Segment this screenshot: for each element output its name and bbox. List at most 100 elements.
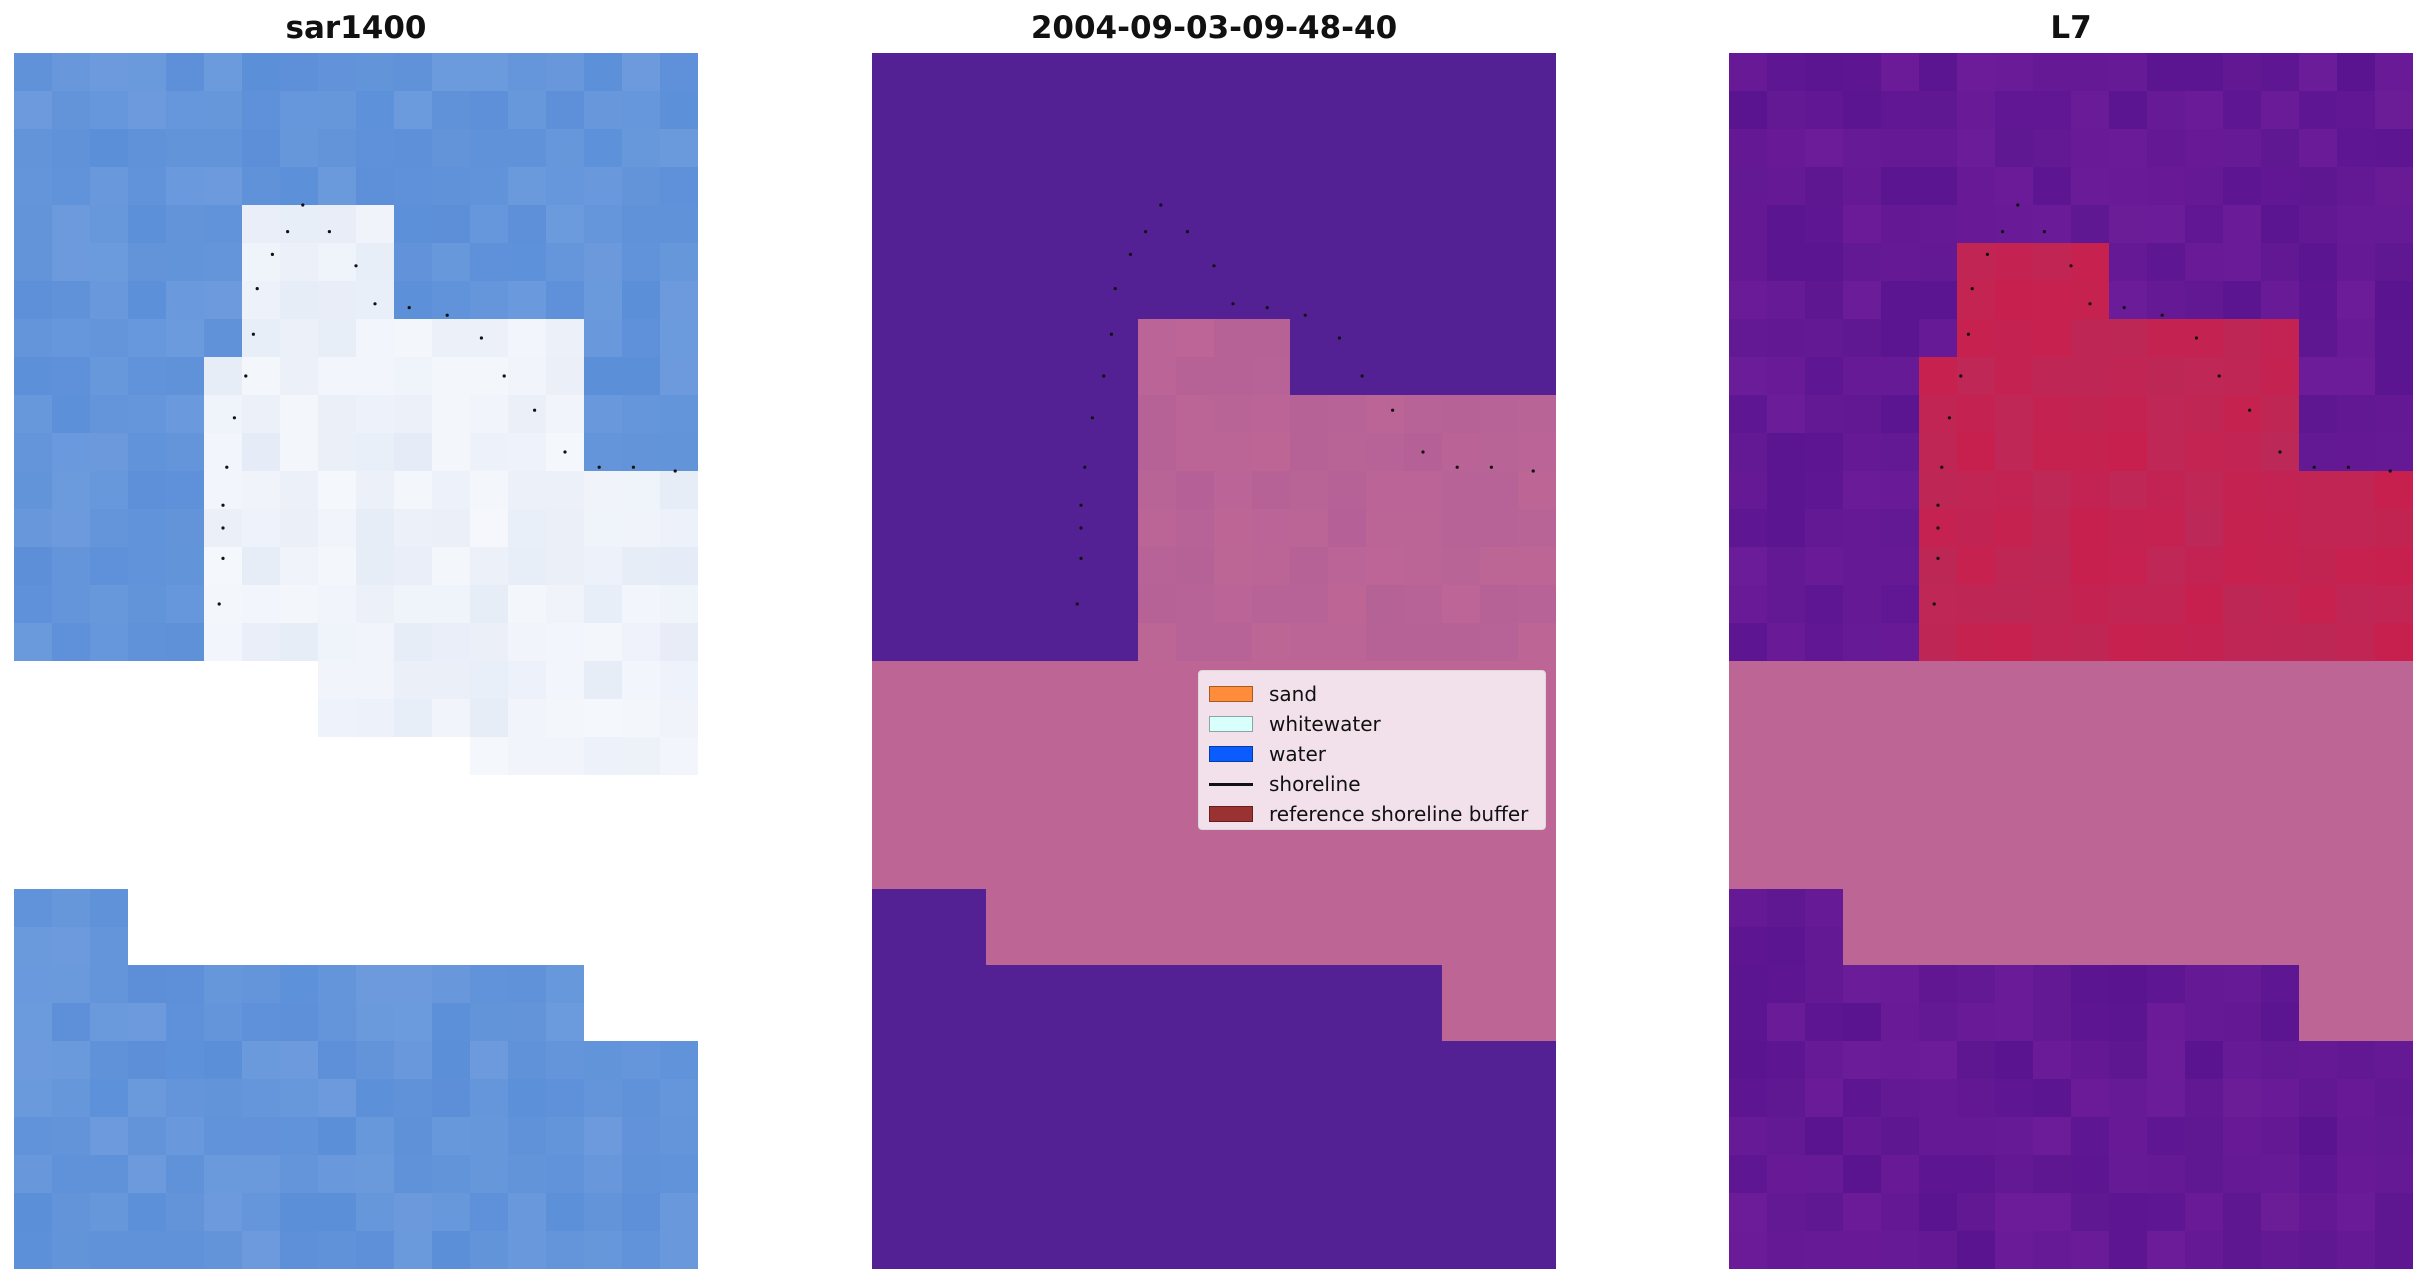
l7-pixel bbox=[1767, 547, 1806, 586]
l7-pixel bbox=[1919, 1155, 1958, 1194]
l7-pixel bbox=[1767, 167, 1806, 206]
l7-pixel bbox=[2375, 775, 2413, 814]
class-pixel bbox=[1404, 1155, 1443, 1194]
class-pixel bbox=[1100, 471, 1139, 510]
l7-pixel bbox=[1805, 1155, 1844, 1194]
l7-pixel bbox=[2223, 737, 2262, 776]
pixel bbox=[508, 699, 547, 738]
l7-pixel bbox=[2147, 205, 2186, 244]
class-pixel bbox=[1252, 851, 1291, 890]
pixel bbox=[622, 205, 661, 244]
l7-pixel bbox=[1995, 129, 2034, 168]
pixel bbox=[584, 395, 623, 434]
l7-pixel bbox=[1805, 243, 1844, 282]
l7-pixel bbox=[1729, 205, 1768, 244]
class-pixel bbox=[986, 205, 1025, 244]
l7-pixel bbox=[1957, 471, 1996, 510]
class-pixel bbox=[1252, 889, 1291, 928]
pixel bbox=[166, 1041, 205, 1080]
l7-pixel bbox=[1919, 547, 1958, 586]
nodata-pixel bbox=[546, 927, 585, 966]
nodata-pixel bbox=[584, 965, 623, 1004]
class-pixel bbox=[1328, 547, 1367, 586]
pixel bbox=[508, 1003, 547, 1042]
l7-pixel bbox=[2261, 205, 2300, 244]
class-pixel bbox=[1176, 547, 1215, 586]
nodata-pixel bbox=[432, 775, 471, 814]
l7-pixel bbox=[1843, 1117, 1882, 1156]
l7-pixel bbox=[2223, 1231, 2262, 1269]
pixel bbox=[280, 91, 319, 130]
shoreline-point bbox=[1936, 556, 1940, 560]
pixel bbox=[470, 1193, 509, 1232]
l7-pixel bbox=[2375, 889, 2413, 928]
l7-pixel bbox=[2299, 927, 2338, 966]
l7-pixel bbox=[2071, 889, 2110, 928]
pixel bbox=[622, 1079, 661, 1118]
class-pixel bbox=[1214, 1079, 1253, 1118]
shoreline-point bbox=[479, 336, 483, 340]
l7-pixel bbox=[1767, 395, 1806, 434]
class-pixel bbox=[1024, 623, 1063, 662]
class-pixel bbox=[1024, 547, 1063, 586]
l7-pixel bbox=[1995, 585, 2034, 624]
l7-pixel bbox=[2185, 1003, 2224, 1042]
l7-pixel bbox=[2223, 699, 2262, 738]
l7-pixel bbox=[1919, 357, 1958, 396]
pixel bbox=[166, 91, 205, 130]
class-pixel bbox=[1062, 53, 1101, 92]
pixel bbox=[470, 1231, 509, 1269]
pixel bbox=[128, 1041, 167, 1080]
pixel bbox=[318, 699, 357, 738]
pixel bbox=[166, 1003, 205, 1042]
pixel bbox=[660, 1193, 698, 1232]
pixel bbox=[508, 471, 547, 510]
l7-pixel bbox=[2185, 243, 2224, 282]
pixel bbox=[660, 319, 698, 358]
pixel bbox=[128, 319, 167, 358]
pixel bbox=[394, 1117, 433, 1156]
l7-pixel bbox=[1919, 129, 1958, 168]
l7-pixel bbox=[2185, 585, 2224, 624]
pixel bbox=[546, 357, 585, 396]
class-pixel bbox=[948, 1079, 987, 1118]
pixel bbox=[90, 547, 129, 586]
pixel bbox=[432, 281, 471, 320]
pixel bbox=[128, 167, 167, 206]
class-pixel bbox=[1100, 319, 1139, 358]
nodata-pixel bbox=[204, 661, 243, 700]
l7-pixel bbox=[2261, 851, 2300, 890]
pixel bbox=[432, 243, 471, 282]
l7-pixel bbox=[1843, 1155, 1882, 1194]
l7-pixel bbox=[2185, 965, 2224, 1004]
class-pixel bbox=[1366, 1079, 1405, 1118]
l7-pixel bbox=[2299, 699, 2338, 738]
pixel bbox=[128, 585, 167, 624]
shoreline-point bbox=[2016, 203, 2020, 207]
pixel bbox=[280, 1193, 319, 1232]
l7-pixel bbox=[1767, 775, 1806, 814]
pixel bbox=[432, 167, 471, 206]
pixel bbox=[470, 699, 509, 738]
pixel bbox=[280, 471, 319, 510]
l7-pixel bbox=[2033, 851, 2072, 890]
pixel bbox=[508, 1155, 547, 1194]
l7-pixel bbox=[1957, 243, 1996, 282]
nodata-pixel bbox=[432, 889, 471, 928]
class-pixel bbox=[1138, 965, 1177, 1004]
class-pixel bbox=[1100, 1231, 1139, 1269]
class-pixel bbox=[1404, 851, 1443, 890]
pixel bbox=[128, 395, 167, 434]
class-pixel bbox=[1480, 129, 1519, 168]
class-pixel bbox=[1176, 889, 1215, 928]
pixel bbox=[660, 585, 698, 624]
class-pixel bbox=[872, 927, 911, 966]
l7-pixel bbox=[1843, 1193, 1882, 1232]
class-pixel bbox=[872, 1079, 911, 1118]
shoreline-point bbox=[1128, 252, 1132, 256]
class-pixel bbox=[1328, 243, 1367, 282]
class-pixel bbox=[1328, 509, 1367, 548]
l7-pixel bbox=[2033, 1155, 2072, 1194]
class-pixel bbox=[1290, 1003, 1329, 1042]
nodata-pixel bbox=[432, 851, 471, 890]
